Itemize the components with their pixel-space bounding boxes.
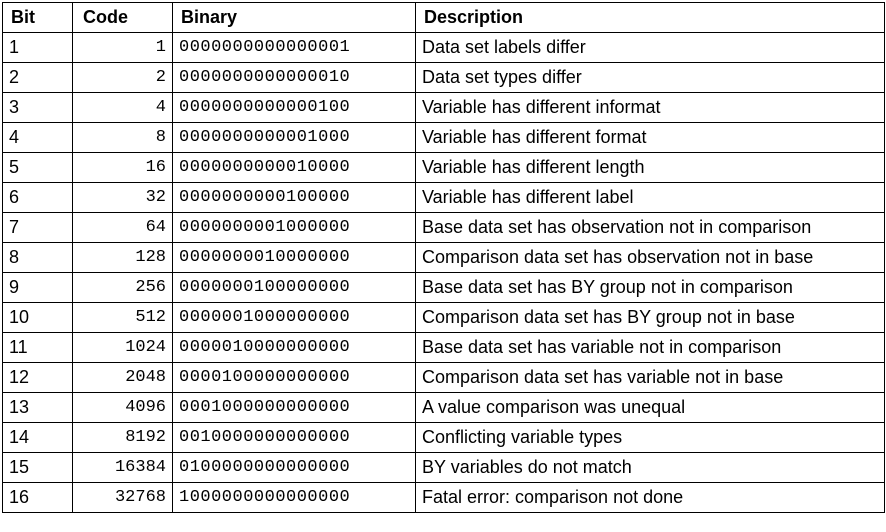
table-row: 9 256 0000000100000000 Base data set has BY… [2, 272, 885, 303]
table-row: 12 2048 0000100000000000 Comparison data se… [2, 362, 885, 393]
table-row: 14 8192 0010000000000000 Conflicting variab… [2, 422, 885, 453]
table-row: 7 64 0000000001000000 Base data set has obs… [2, 212, 885, 243]
description-cell: Variable has different format [415, 122, 885, 153]
table-row: 2 2 0000000000000010 Data set types differ [2, 62, 885, 93]
code-cell: 4096 [72, 392, 173, 423]
code-cell: 32768 [72, 482, 173, 513]
description-cell: Base data set has variable not in compar… [415, 332, 885, 363]
code-cell: 256 [72, 272, 173, 303]
code-cell: 1 [72, 32, 173, 63]
description-cell: Data set labels differ [415, 32, 885, 63]
binary-cell: 0000000000100000 [172, 182, 416, 213]
bit-cell: 4 [2, 122, 73, 153]
bit-cell: 3 [2, 92, 73, 123]
bit-cell: 9 [2, 272, 73, 303]
table-row: 15 16384 0100000000000000 BY variables do n… [2, 452, 885, 483]
description-cell: Conflicting variable types [415, 422, 885, 453]
bit-cell: 5 [2, 152, 73, 183]
bit-cell: 15 [2, 452, 73, 483]
binary-cell: 0001000000000000 [172, 392, 416, 423]
code-cell: 1024 [72, 332, 173, 363]
table-row: 11 1024 0000010000000000 Base data set has … [2, 332, 885, 363]
table-row: 3 4 0000000000000100 Variable has different… [2, 92, 885, 123]
code-cell: 16 [72, 152, 173, 183]
description-cell: Fatal error: comparison not done [415, 482, 885, 513]
bit-cell: 8 [2, 242, 73, 273]
code-cell: 64 [72, 212, 173, 243]
binary-cell: 0000000100000000 [172, 272, 416, 303]
description-cell: Comparison data set has BY group not in … [415, 302, 885, 333]
table-row: 10 512 0000001000000000 Comparison data set… [2, 302, 885, 333]
description-cell: Base data set has observation not in com… [415, 212, 885, 243]
code-cell: 4 [72, 92, 173, 123]
binary-cell: 0000000000010000 [172, 152, 416, 183]
bit-cell: 6 [2, 182, 73, 213]
code-cell: 8192 [72, 422, 173, 453]
code-cell: 128 [72, 242, 173, 273]
binary-cell: 0010000000000000 [172, 422, 416, 453]
description-cell: Data set types differ [415, 62, 885, 93]
binary-cell: 0000000000000001 [172, 32, 416, 63]
return-code-table: Bit Code Binary Description 1 1 0000000000… [2, 2, 885, 513]
bit-cell: 10 [2, 302, 73, 333]
code-cell: 32 [72, 182, 173, 213]
bit-cell: 1 [2, 32, 73, 63]
description-cell: A value comparison was unequal [415, 392, 885, 423]
table-body: 1 1 0000000000000001 Data set labels differ… [2, 32, 885, 513]
column-header-code: Code [72, 2, 173, 33]
code-cell: 512 [72, 302, 173, 333]
binary-cell: 0100000000000000 [172, 452, 416, 483]
bit-cell: 11 [2, 332, 73, 363]
description-cell: Variable has different label [415, 182, 885, 213]
description-cell: Comparison data set has variable not in … [415, 362, 885, 393]
column-header-bit: Bit [2, 2, 73, 33]
description-cell: Variable has different length [415, 152, 885, 183]
table-header: Bit Code Binary Description [2, 2, 885, 33]
binary-cell: 0000000001000000 [172, 212, 416, 243]
bit-cell: 13 [2, 392, 73, 423]
code-cell: 2048 [72, 362, 173, 393]
code-cell: 16384 [72, 452, 173, 483]
bit-cell: 16 [2, 482, 73, 513]
column-header-description: Description [415, 2, 885, 33]
column-header-binary: Binary [172, 2, 416, 33]
description-cell: Comparison data set has observation not … [415, 242, 885, 273]
table-row: 8 128 0000000010000000 Comparison data set … [2, 242, 885, 273]
code-cell: 2 [72, 62, 173, 93]
bit-cell: 2 [2, 62, 73, 93]
binary-cell: 0000000000001000 [172, 122, 416, 153]
table-row: 4 8 0000000000001000 Variable has different… [2, 122, 885, 153]
binary-cell: 0000010000000000 [172, 332, 416, 363]
code-cell: 8 [72, 122, 173, 153]
description-cell: Base data set has BY group not in compar… [415, 272, 885, 303]
bit-cell: 7 [2, 212, 73, 243]
table-row: 6 32 0000000000100000 Variable has differen… [2, 182, 885, 213]
table-row: 1 1 0000000000000001 Data set labels differ [2, 32, 885, 63]
table-row: 16 32768 1000000000000000 Fatal error: comp… [2, 482, 885, 513]
table-row: 5 16 0000000000010000 Variable has differen… [2, 152, 885, 183]
bit-cell: 12 [2, 362, 73, 393]
binary-cell: 0000100000000000 [172, 362, 416, 393]
binary-cell: 0000001000000000 [172, 302, 416, 333]
binary-cell: 0000000000000100 [172, 92, 416, 123]
binary-cell: 0000000000000010 [172, 62, 416, 93]
table-row: 13 4096 0001000000000000 A value comparison… [2, 392, 885, 423]
binary-cell: 0000000010000000 [172, 242, 416, 273]
description-cell: BY variables do not match [415, 452, 885, 483]
description-cell: Variable has different informat [415, 92, 885, 123]
binary-cell: 1000000000000000 [172, 482, 416, 513]
bit-cell: 14 [2, 422, 73, 453]
header-row: Bit Code Binary Description [2, 2, 885, 33]
